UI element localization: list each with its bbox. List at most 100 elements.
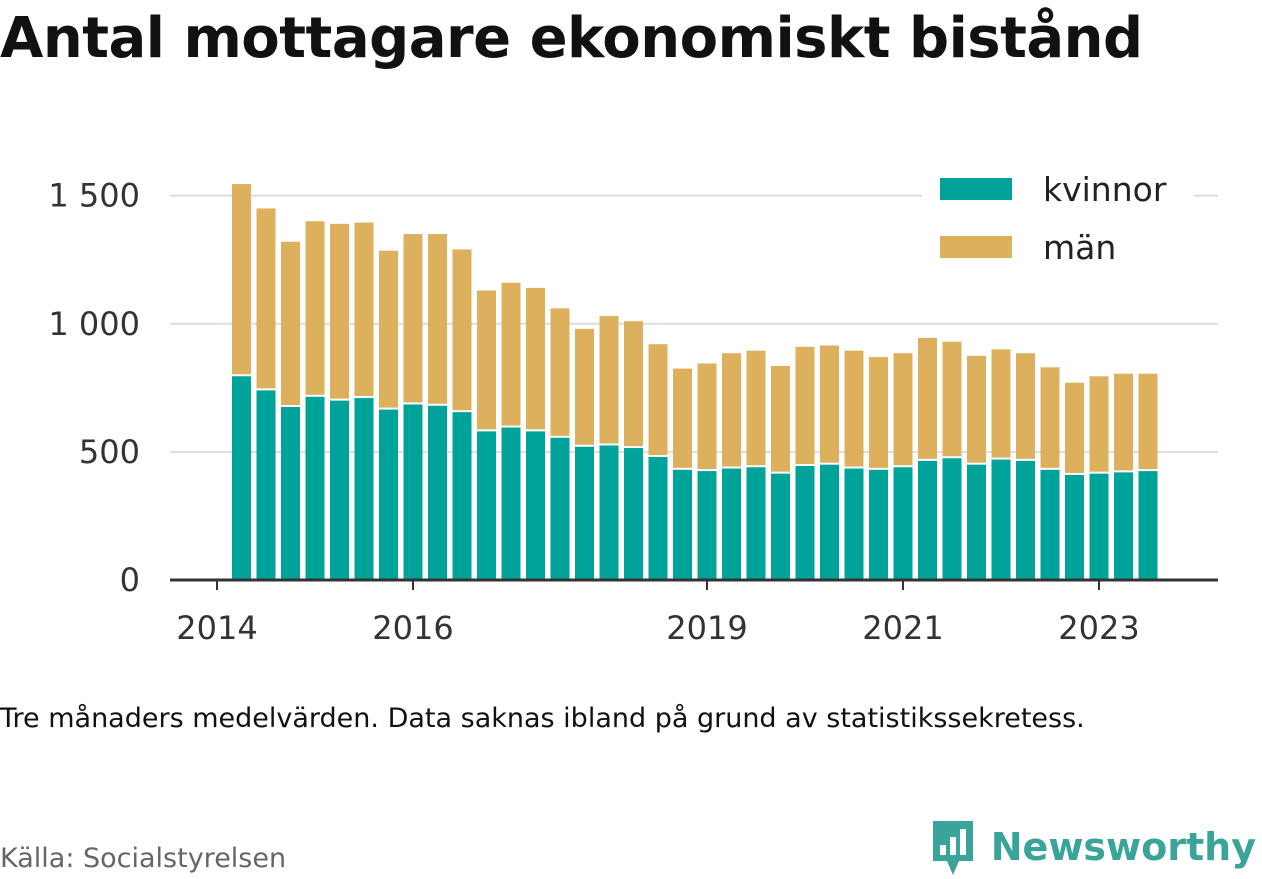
stacked-bar-chart: 0 500 1 000 1 500 2014 2016 2019 2021 2023 kvin…	[48, 170, 1218, 647]
bar-man	[918, 337, 937, 459]
bar-man	[624, 321, 643, 447]
bar-man	[354, 222, 374, 397]
y-tick-label: 1 500	[48, 177, 140, 215]
bar-kvinnor	[354, 398, 374, 580]
bar-man	[501, 282, 521, 426]
bar-kvinnor	[648, 457, 668, 580]
bar-kvinnor	[403, 404, 423, 580]
bar-kvinnor	[330, 400, 349, 580]
bar-man	[281, 241, 300, 406]
brand-logo[interactable]: Newsworthy	[929, 817, 1256, 877]
bar-kvinnor	[281, 407, 300, 580]
bar-man	[967, 355, 986, 463]
bar-kvinnor	[550, 437, 570, 580]
bar-kvinnor	[379, 409, 398, 580]
x-axis: 2014 2016 2019 2021 2023	[170, 578, 1218, 647]
bar-kvinnor	[967, 464, 986, 580]
bar-kvinnor	[1089, 473, 1109, 580]
bar-kvinnor	[1016, 460, 1035, 580]
brand-name: Newsworthy	[990, 825, 1256, 869]
bar-man	[820, 345, 839, 463]
bar-kvinnor	[820, 464, 839, 580]
bar-man	[722, 353, 741, 467]
bar-man	[673, 368, 692, 468]
x-tick-label: 2023	[1058, 609, 1139, 647]
legend-swatch-man	[940, 236, 1012, 258]
bar-kvinnor	[942, 458, 962, 580]
bar-man	[893, 353, 913, 466]
newsworthy-logo-icon	[932, 821, 973, 875]
bar-man	[550, 308, 570, 436]
bar-man	[575, 328, 594, 445]
x-tick-label: 2016	[372, 609, 453, 647]
bar-kvinnor	[918, 460, 937, 580]
bar-kvinnor	[501, 427, 521, 580]
legend-swatch-kvinnor	[940, 178, 1012, 200]
bar-kvinnor	[1065, 474, 1084, 580]
chart-note: Tre månaders medelvärden. Data saknas ib…	[0, 703, 1085, 734]
x-tick-label: 2014	[176, 609, 257, 647]
bar-kvinnor	[746, 467, 766, 580]
bar-man	[1040, 367, 1060, 468]
bar-kvinnor	[477, 431, 496, 580]
x-tick-label: 2019	[666, 609, 747, 647]
bar-kvinnor	[305, 396, 325, 580]
bar-man	[232, 184, 251, 375]
bar-kvinnor	[452, 412, 472, 580]
bar-kvinnor	[1040, 469, 1060, 580]
bar-man	[942, 341, 962, 457]
y-tick-label: 1 000	[48, 305, 140, 343]
bar-man	[991, 349, 1011, 458]
bar-man	[1114, 373, 1133, 471]
bar-kvinnor	[991, 459, 1011, 580]
bar-kvinnor	[844, 468, 864, 580]
bar-man	[403, 234, 423, 403]
y-tick-label: 0	[120, 561, 140, 599]
y-tick-label: 500	[79, 433, 140, 471]
bar-man	[771, 366, 790, 472]
bar-man	[1138, 373, 1158, 470]
bar-man	[746, 350, 766, 466]
y-axis-ticks: 0 500 1 000 1 500	[48, 177, 140, 599]
bar-kvinnor	[232, 376, 251, 580]
bar-kvinnor	[575, 446, 594, 580]
bar-man	[428, 234, 447, 404]
bar-kvinnor	[795, 465, 815, 580]
bar-kvinnor	[1114, 472, 1133, 580]
bar-man	[305, 221, 325, 395]
bar-man	[452, 249, 472, 411]
bar-man	[599, 316, 619, 444]
bar-kvinnor	[599, 445, 619, 580]
bar-kvinnor	[869, 469, 888, 580]
bar-man	[379, 250, 398, 408]
bar-man	[697, 363, 717, 470]
bar-kvinnor	[771, 473, 790, 580]
bar-kvinnor	[697, 471, 717, 580]
bar-kvinnor	[526, 431, 545, 580]
bar-man	[256, 208, 276, 389]
bar-man	[844, 350, 864, 467]
bar-kvinnor	[428, 405, 447, 580]
bar-man	[1089, 376, 1109, 472]
bar-man	[869, 357, 888, 468]
bar-kvinnor	[722, 468, 741, 580]
bar-kvinnor	[256, 390, 276, 580]
legend-label-man: män	[1043, 228, 1116, 267]
source-label: Källa: Socialstyrelsen	[0, 843, 287, 874]
bar-man	[477, 290, 496, 430]
bar-kvinnor	[673, 469, 692, 580]
x-tick-label: 2021	[862, 609, 943, 647]
bar-man	[648, 344, 668, 455]
bar-man	[1065, 382, 1084, 473]
bar-kvinnor	[893, 467, 913, 580]
chart-title: Antal mottagare ekonomiskt bistånd	[0, 6, 1143, 71]
bar-man	[330, 223, 349, 399]
legend: kvinnor män	[922, 170, 1194, 272]
bar-kvinnor	[624, 448, 643, 580]
bar-man	[526, 287, 545, 430]
bar-man	[795, 346, 815, 464]
bars	[232, 184, 1158, 580]
legend-label-kvinnor: kvinnor	[1043, 170, 1167, 209]
bar-kvinnor	[1138, 471, 1158, 580]
bar-man	[1016, 353, 1035, 459]
